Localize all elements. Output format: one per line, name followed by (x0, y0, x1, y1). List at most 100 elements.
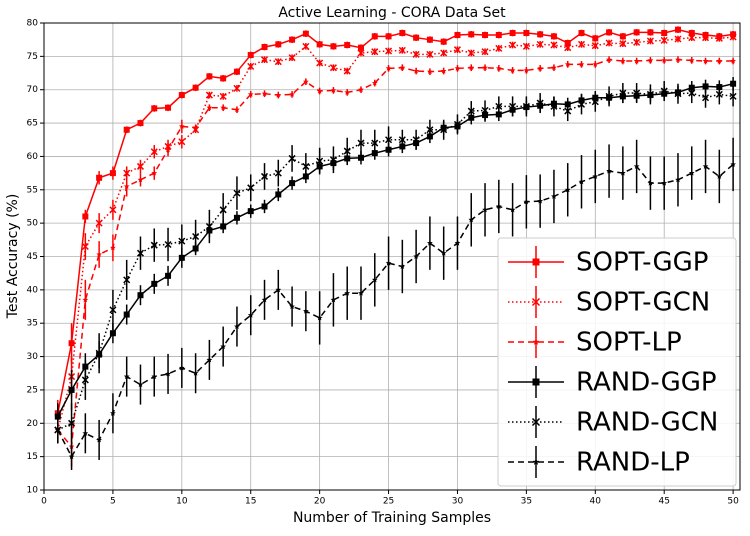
marker (371, 276, 378, 283)
marker (661, 57, 668, 63)
marker (357, 154, 364, 161)
marker (440, 250, 447, 256)
marker (647, 57, 654, 63)
marker (730, 80, 737, 87)
marker (220, 104, 227, 111)
marker (715, 34, 723, 42)
marker (275, 92, 282, 98)
marker (81, 242, 89, 251)
marker (205, 91, 213, 99)
marker (440, 38, 447, 45)
x-tick-label: 25 (383, 497, 394, 507)
marker (398, 136, 406, 144)
marker (303, 308, 309, 314)
series-line (57, 90, 734, 431)
marker (398, 46, 406, 54)
marker (509, 102, 517, 110)
marker (316, 88, 323, 94)
marker (110, 410, 116, 416)
marker (123, 126, 130, 133)
marker (605, 39, 613, 47)
x-tick-label: 35 (521, 497, 532, 507)
marker (675, 176, 681, 183)
marker (303, 78, 309, 85)
legend-box (497, 237, 737, 487)
marker (82, 296, 89, 303)
marker (288, 154, 296, 162)
marker (68, 453, 75, 460)
marker (674, 90, 682, 98)
marker (688, 34, 696, 42)
marker (537, 31, 544, 38)
marker (192, 124, 199, 131)
marker (96, 174, 103, 181)
marker (619, 89, 627, 97)
marker (357, 49, 365, 57)
marker (661, 180, 668, 186)
marker (606, 29, 613, 36)
marker (647, 180, 654, 186)
marker (702, 83, 709, 90)
marker (343, 147, 351, 155)
marker (344, 290, 351, 296)
marker (532, 338, 540, 345)
marker (343, 67, 351, 75)
y-tick-label: 80 (27, 19, 39, 29)
marker (523, 30, 530, 37)
marker (151, 170, 158, 176)
marker (219, 206, 227, 214)
marker (330, 87, 337, 93)
marker (260, 172, 269, 180)
marker (468, 31, 475, 38)
legend-label: RAND-LP (576, 448, 690, 478)
marker (136, 249, 145, 257)
marker (482, 206, 488, 213)
marker (344, 42, 351, 49)
marker (330, 43, 337, 50)
marker (619, 33, 626, 40)
marker (329, 156, 337, 164)
marker (178, 92, 185, 99)
marker (233, 84, 241, 92)
marker (468, 64, 475, 71)
marker (151, 373, 158, 380)
marker (578, 178, 585, 185)
marker (82, 213, 89, 220)
x-tick-label: 0 (41, 497, 47, 507)
legend-label: SOPT-GGP (576, 248, 708, 278)
series-line (57, 36, 734, 431)
marker (522, 102, 530, 110)
marker (289, 180, 296, 187)
marker (660, 36, 668, 44)
y-tick-label: 15 (27, 452, 38, 462)
marker (289, 91, 295, 97)
legend: SOPT-GGP SOPT-GCN SOPT-LP RAND-GGP RAND-GCN R… (497, 237, 737, 487)
marker (164, 240, 172, 249)
y-tick-label: 55 (27, 185, 38, 195)
marker (385, 47, 393, 55)
marker (412, 50, 420, 58)
y-tick-label: 20 (27, 419, 39, 429)
marker (399, 64, 406, 71)
marker (150, 241, 158, 249)
marker (385, 260, 392, 266)
marker (509, 67, 516, 73)
marker (358, 290, 364, 296)
marker (453, 120, 461, 128)
marker (96, 436, 102, 443)
marker (715, 90, 723, 98)
marker (592, 35, 599, 42)
legend-label: SOPT-LP (576, 328, 682, 358)
marker (730, 58, 736, 64)
marker (550, 33, 557, 40)
marker (82, 430, 89, 436)
marker (233, 214, 240, 221)
marker (302, 42, 310, 50)
marker (702, 58, 709, 64)
marker (716, 173, 723, 179)
series (54, 33, 737, 444)
marker (551, 64, 557, 71)
marker (95, 219, 103, 227)
marker (633, 38, 641, 46)
marker (591, 42, 599, 50)
